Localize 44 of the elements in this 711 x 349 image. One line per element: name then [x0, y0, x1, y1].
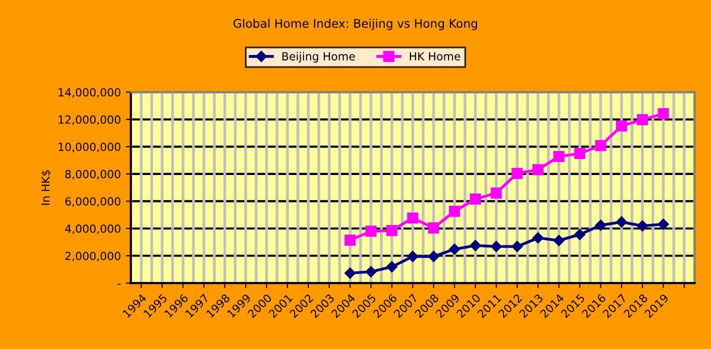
point [574, 228, 586, 240]
point [490, 187, 502, 199]
point [636, 114, 648, 126]
point [658, 218, 669, 230]
point [428, 250, 440, 262]
y-tick-label: 6,000,000 [65, 197, 120, 207]
point [574, 148, 586, 160]
point [658, 108, 669, 120]
y-tick-label: 12,000,000 [58, 115, 120, 125]
legend-label: Beijing Home [282, 52, 355, 63]
point [553, 150, 564, 162]
point [470, 193, 481, 205]
point [490, 240, 502, 252]
point [595, 220, 606, 231]
point [365, 266, 377, 278]
y-axis-title: In HK$ [41, 170, 52, 205]
point [407, 250, 418, 262]
point [386, 261, 398, 272]
y-tick-label: 4,000,000 [65, 224, 120, 234]
point [636, 220, 648, 232]
point [386, 224, 398, 236]
point [365, 226, 377, 237]
y-tick-label: - [118, 284, 121, 285]
y-tick-label: 2,000,000 [65, 252, 120, 262]
chart-title: Global Home Index: Beijing vs Hong Kong [234, 18, 478, 30]
point [532, 232, 544, 244]
point [428, 222, 440, 234]
point [616, 216, 628, 228]
y-tick-label: 14,000,000 [58, 88, 120, 98]
y-tick-label: 10,000,000 [58, 142, 120, 152]
point [407, 212, 418, 224]
point [344, 234, 356, 246]
point [532, 164, 544, 176]
point [595, 140, 606, 152]
point [512, 240, 523, 252]
point [344, 267, 356, 279]
point [448, 244, 460, 255]
point [470, 240, 481, 252]
y-tick-label: 8,000,000 [65, 170, 120, 180]
point [553, 234, 565, 246]
point [448, 206, 460, 217]
legend-label: HK Home [410, 52, 460, 60]
point [616, 120, 628, 132]
point [512, 168, 523, 179]
